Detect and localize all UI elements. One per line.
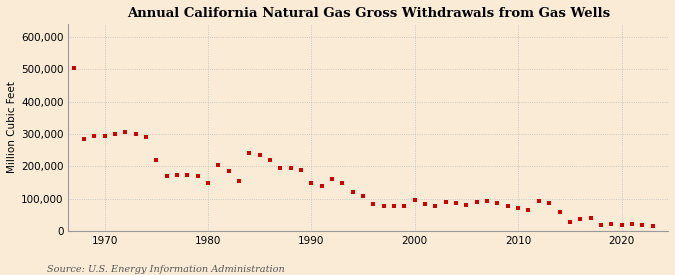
Text: Source: U.S. Energy Information Administration: Source: U.S. Energy Information Administ… (47, 265, 285, 274)
Title: Annual California Natural Gas Gross Withdrawals from Gas Wells: Annual California Natural Gas Gross With… (127, 7, 610, 20)
Y-axis label: Million Cubic Feet: Million Cubic Feet (7, 82, 17, 174)
